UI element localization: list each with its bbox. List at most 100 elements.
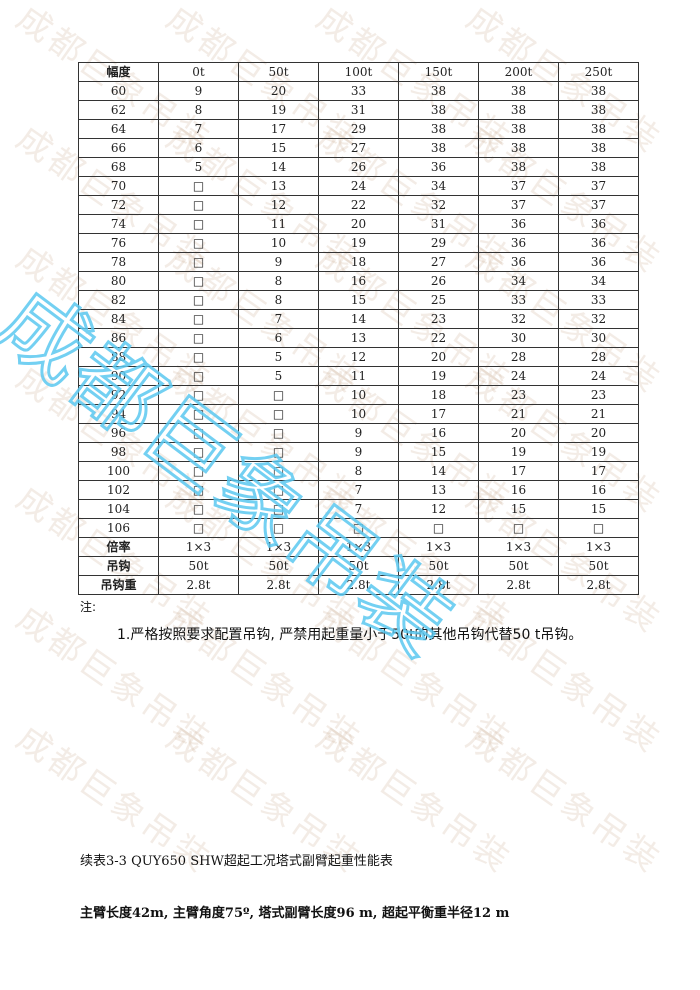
table-row: 92 □ □ 10 18 23 23: [78, 385, 639, 405]
table-cell: 18: [318, 252, 399, 272]
table-cell: 38: [558, 100, 639, 120]
table-cell: 9: [318, 442, 399, 462]
table-row: 66 6 15 27 38 38 38: [78, 138, 639, 158]
row-label-cell: 72: [78, 195, 159, 215]
table-cell: □: [158, 442, 239, 462]
row-label-cell: 62: [78, 100, 159, 120]
table-cell: □: [158, 214, 239, 234]
table-cell: 37: [478, 195, 559, 215]
table-row: 104 □ □ 7 12 15 15: [78, 499, 639, 519]
table-cell: 34: [558, 271, 639, 291]
table-cell: 20: [238, 81, 319, 101]
table-cell: □: [158, 423, 239, 443]
table-cell: 33: [478, 290, 559, 310]
table-row: 64 7 17 29 38 38 38: [78, 119, 639, 139]
table-row: 88 □ 5 12 20 28 28: [78, 347, 639, 367]
table-cell: 24: [478, 366, 559, 386]
table-cell: □: [158, 309, 239, 329]
table-cell: 29: [318, 119, 399, 139]
table-cell: 5: [238, 347, 319, 367]
table-cell: 36: [558, 214, 639, 234]
table-cell: 19: [318, 233, 399, 253]
table-cell: 9: [158, 81, 239, 101]
table-cell: 7: [238, 309, 319, 329]
row-label-cell: 74: [78, 214, 159, 234]
table-cell: 16: [558, 480, 639, 500]
table-row: 96 □ □ 9 16 20 20: [78, 423, 639, 443]
table-cell: 38: [478, 138, 559, 158]
table-cell: □: [238, 423, 319, 443]
row-label-cell: 98: [78, 442, 159, 462]
table-cell: 6: [158, 138, 239, 158]
row-label-cell: 88: [78, 347, 159, 367]
row-label-cell: 82: [78, 290, 159, 310]
table-caption: 续表3-3 QUY650 SHW超起工况塔式副臂起重性能表: [80, 854, 393, 869]
table-cell: 7: [158, 119, 239, 139]
table-subtitle: 主臂长度42m, 主臂角度75º, 塔式副臂长度96 m, 超起平衡重半径12 …: [80, 906, 510, 921]
table-row: 幅度 0t 50t 100t 150t 200t 250t: [78, 62, 639, 82]
table-row: 72 □ 12 22 32 37 37: [78, 195, 639, 215]
row-label-cell: 幅度: [78, 62, 159, 82]
table-cell: 34: [398, 176, 479, 196]
note-item: 1.严格按照要求配置吊钩, 严禁用起重量小于50t的其他吊钩代替50 t吊钩。: [117, 627, 583, 643]
table-cell: 11: [238, 214, 319, 234]
table-row: 106 □ □ □ □ □ □: [78, 518, 639, 538]
table-cell: 38: [398, 100, 479, 120]
table-cell: 15: [318, 290, 399, 310]
table-cell: 20: [478, 423, 559, 443]
table-cell: 31: [398, 214, 479, 234]
table-cell: 50t: [398, 556, 479, 576]
row-label-cell: 102: [78, 480, 159, 500]
table-cell: 50t: [318, 556, 399, 576]
table-cell: 13: [238, 176, 319, 196]
table-cell: 20: [318, 214, 399, 234]
table-cell: 25: [398, 290, 479, 310]
table-cell: □: [478, 518, 559, 538]
row-label-cell: 96: [78, 423, 159, 443]
table-cell: 23: [558, 385, 639, 405]
table-cell: 10: [318, 385, 399, 405]
table-cell: 37: [558, 195, 639, 215]
table-cell: 50t: [558, 556, 639, 576]
table-row: 68 5 14 26 36 38 38: [78, 157, 639, 177]
table-cell: 13: [398, 480, 479, 500]
table-cell: □: [158, 518, 239, 538]
table-cell: 38: [478, 81, 559, 101]
table-cell: 32: [398, 195, 479, 215]
table-cell: 38: [398, 81, 479, 101]
table-cell: 38: [478, 119, 559, 139]
table-cell: 2.8t: [238, 575, 319, 595]
row-label-cell: 78: [78, 252, 159, 272]
table-cell: 36: [558, 233, 639, 253]
table-cell: 26: [398, 271, 479, 291]
table-cell: □: [238, 499, 319, 519]
table-cell: 15: [558, 499, 639, 519]
table-cell: 38: [398, 119, 479, 139]
table-cell: 22: [398, 328, 479, 348]
table-cell: 36: [478, 252, 559, 272]
table-cell: 1×3: [318, 537, 399, 557]
table-cell: 9: [238, 252, 319, 272]
table-cell: 12: [238, 195, 319, 215]
table-cell: 36: [398, 157, 479, 177]
table-cell: 50t: [238, 62, 319, 82]
table-cell: 37: [558, 176, 639, 196]
table-cell: 19: [558, 442, 639, 462]
table-cell: 23: [398, 309, 479, 329]
table-row: 84 □ 7 14 23 32 32: [78, 309, 639, 329]
table-cell: 33: [558, 290, 639, 310]
table-cell: □: [238, 442, 319, 462]
row-label-cell: 104: [78, 499, 159, 519]
table-cell: 26: [318, 157, 399, 177]
row-label-cell: 吊钩: [78, 556, 159, 576]
table-cell: 10: [238, 233, 319, 253]
table-cell: 2.8t: [318, 575, 399, 595]
table-cell: 38: [558, 119, 639, 139]
table-cell: 17: [398, 404, 479, 424]
row-label-cell: 90: [78, 366, 159, 386]
table-cell: □: [158, 195, 239, 215]
table-cell: 31: [318, 100, 399, 120]
table-cell: 16: [478, 480, 559, 500]
table-cell: 29: [398, 233, 479, 253]
table-cell: 50t: [478, 556, 559, 576]
